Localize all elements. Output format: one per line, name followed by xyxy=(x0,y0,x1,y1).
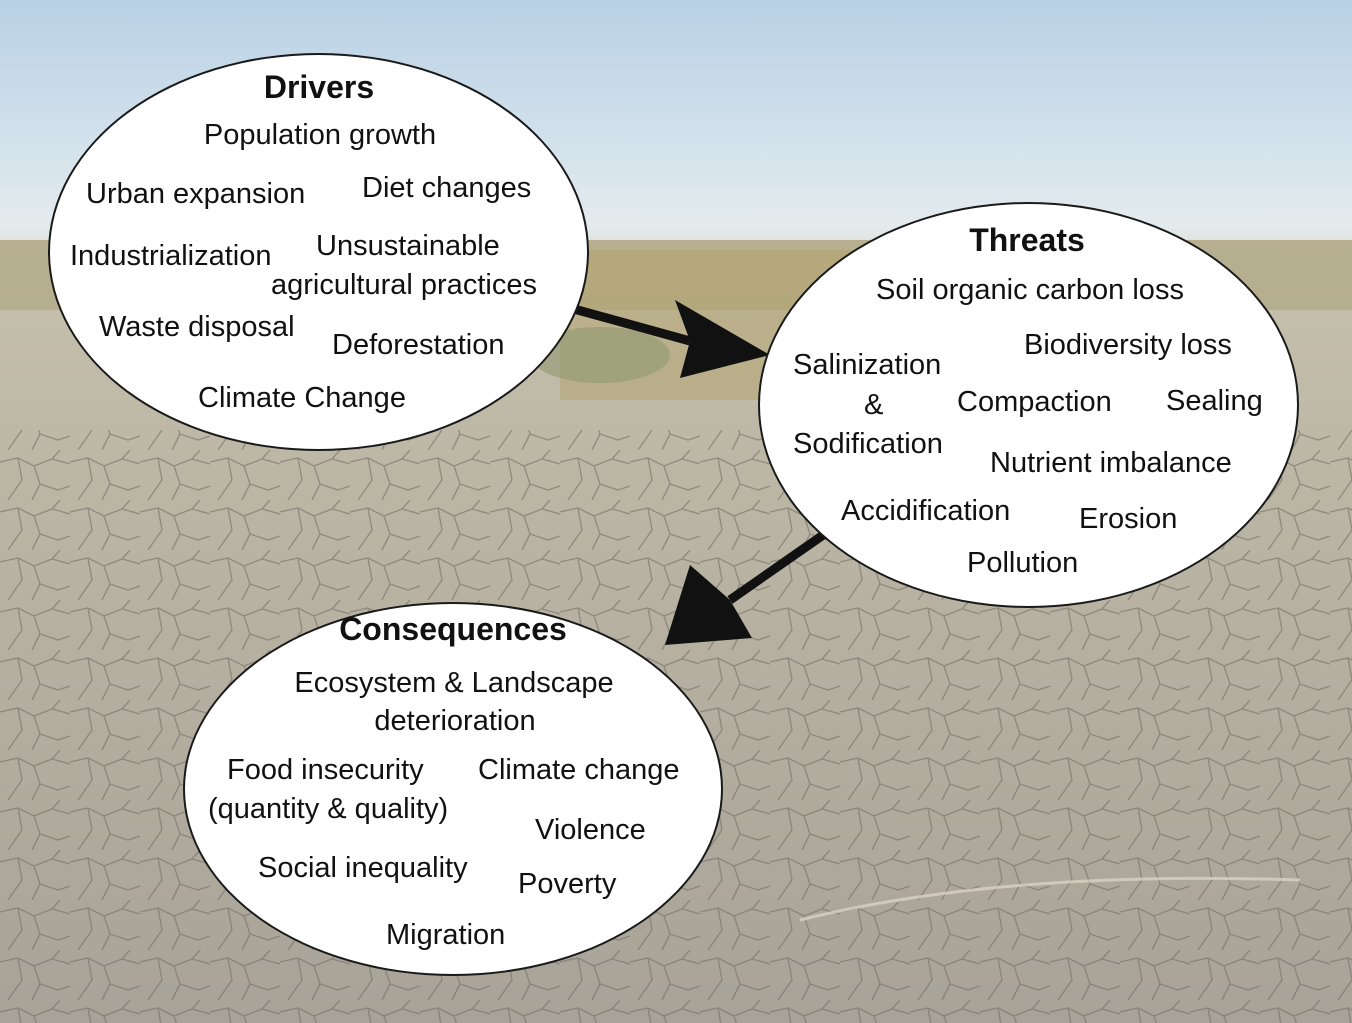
threat-item: Nutrient imbalance xyxy=(990,447,1232,479)
threat-item: Compaction xyxy=(957,386,1112,418)
threat-item: Sealing xyxy=(1166,385,1263,417)
threat-item: Accidification xyxy=(841,495,1011,527)
driver-item: Climate Change xyxy=(198,382,406,414)
threat-item: Erosion xyxy=(1079,503,1178,535)
threat-item: Salinization xyxy=(793,349,942,381)
threat-item: Biodiversity loss xyxy=(1024,329,1232,361)
consequence-item: Violence xyxy=(535,814,646,846)
threat-item: Pollution xyxy=(967,547,1079,579)
consequence-item: Food insecurity xyxy=(227,754,424,786)
consequences-title: Consequences xyxy=(339,611,567,647)
driver-item: Industrialization xyxy=(70,240,272,272)
threat-item: & xyxy=(864,389,884,421)
consequence-item: Social inequality xyxy=(258,852,468,884)
driver-item: Unsustainable xyxy=(316,230,500,262)
driver-item: Diet changes xyxy=(362,172,532,204)
consequence-item: (quantity & quality) xyxy=(208,793,449,825)
driver-item: Deforestation xyxy=(332,329,505,361)
consequence-item: deterioration xyxy=(374,705,536,737)
drivers-bubble xyxy=(48,53,589,451)
consequence-item: Ecosystem & Landscape xyxy=(294,667,614,699)
consequences-bubble xyxy=(183,602,723,976)
driver-item: Waste disposal xyxy=(99,311,295,343)
consequence-item: Climate change xyxy=(478,754,680,786)
driver-item: agricultural practices xyxy=(271,269,537,301)
threats-bubble xyxy=(758,202,1299,608)
drivers-title: Drivers xyxy=(263,69,375,105)
threat-item: Soil organic carbon loss xyxy=(876,274,1184,306)
driver-item: Population growth xyxy=(203,119,437,151)
threats-title: Threats xyxy=(969,222,1085,258)
threat-item: Sodification xyxy=(793,428,943,460)
consequence-item: Migration xyxy=(386,919,506,951)
consequence-item: Poverty xyxy=(518,868,617,900)
driver-item: Urban expansion xyxy=(86,178,306,210)
